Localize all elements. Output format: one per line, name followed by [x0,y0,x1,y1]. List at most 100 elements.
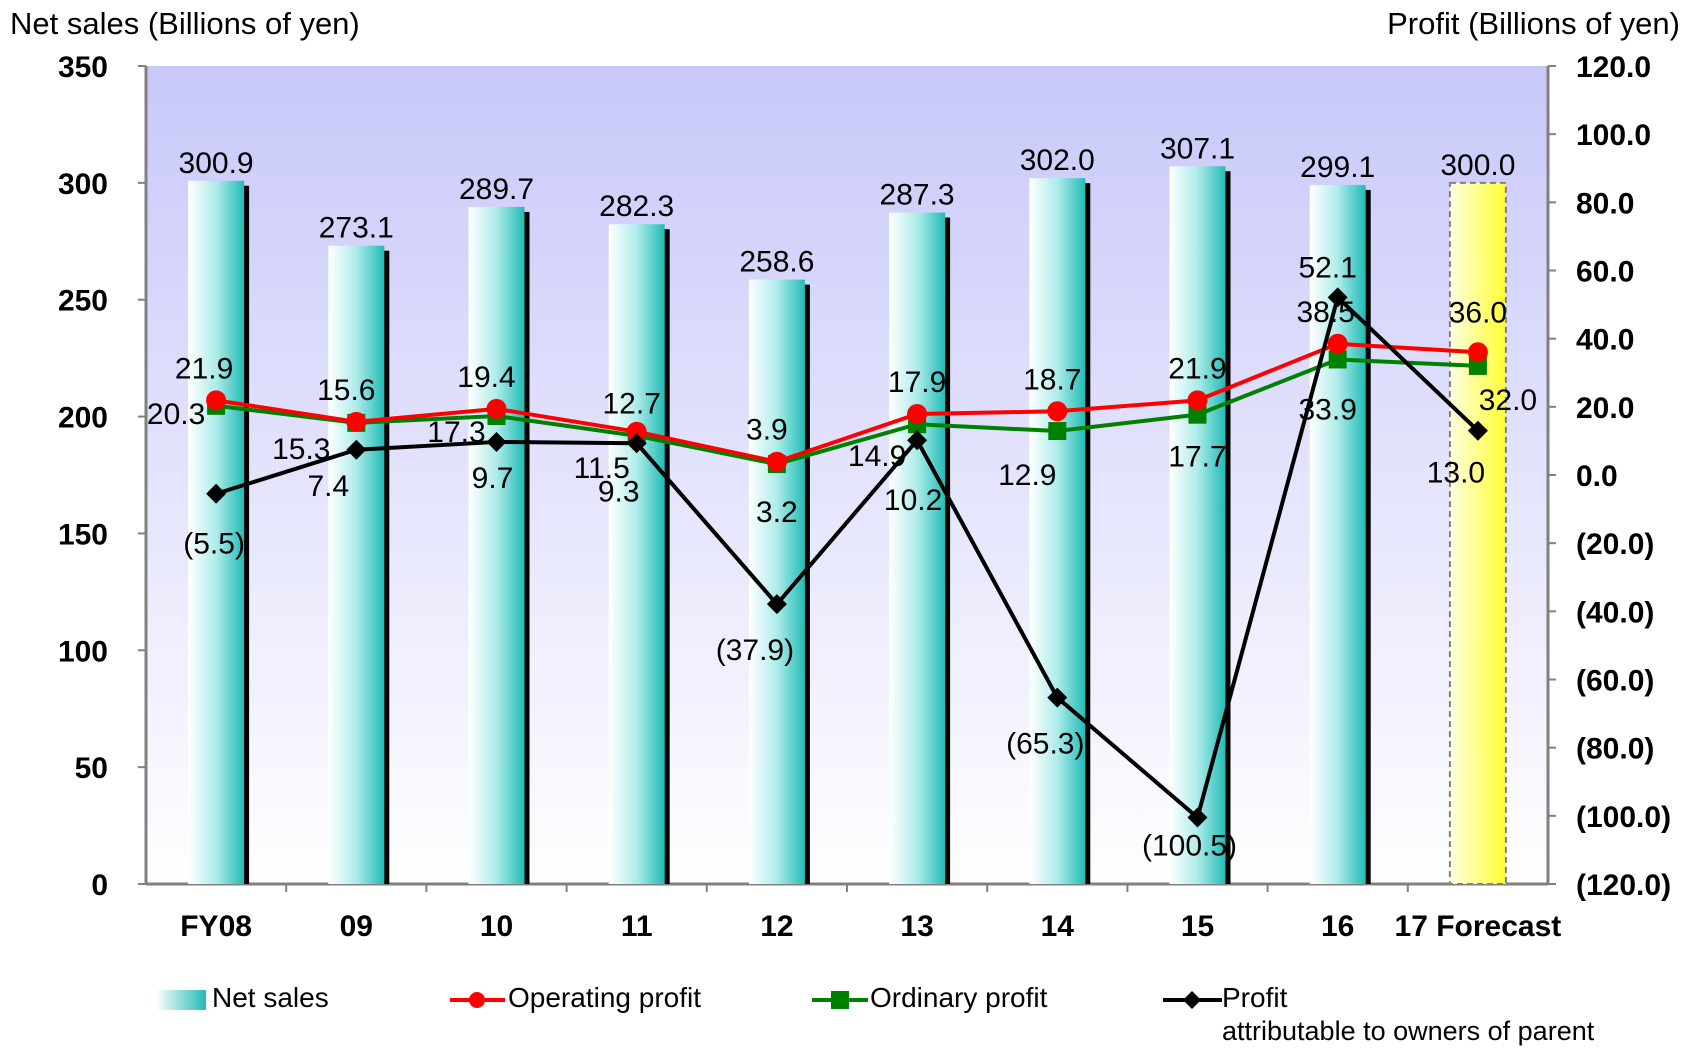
profit-attributable-marker [1187,807,1208,828]
ordinary-profit-label: 32.0 [1479,384,1537,417]
right-tick-label: 100.0 [1576,119,1651,152]
profit-attributable-label: (5.5) [183,528,245,561]
bar-forecast [1448,181,1507,886]
operating-profit-label: 21.9 [1168,352,1226,385]
profit-attributable-label: 52.1 [1299,251,1357,284]
right-tick-label: (100.0) [1576,801,1671,834]
profit-attributable-label: (65.3) [1006,728,1084,761]
legend-label-ordinary-profit: Ordinary profit [870,982,1048,1013]
right-tick-label: 0.0 [1576,460,1618,493]
operating-profit-marker [346,411,367,432]
x-tick-label: 10 [480,910,513,943]
ordinary-profit-label: 11.5 [574,452,630,485]
right-tick-label: 40.0 [1576,324,1634,357]
profit-attributable-marker [346,439,367,460]
operating-profit-marker [1467,342,1488,363]
bar-value-label: 307.1 [1160,132,1235,165]
x-tick-label: 15 [1181,910,1214,943]
left-tick-label: 100 [58,635,108,668]
x-tick-label: 16 [1321,910,1354,943]
right-tick-label: (20.0) [1576,528,1654,561]
operating-profit-marker [486,398,507,419]
right-tick-label: (80.0) [1576,733,1654,766]
operating-profit-marker [1187,390,1208,411]
right-tick-label: 80.0 [1576,187,1634,220]
x-tick-label: 17 Forecast [1395,910,1562,943]
profit-attributable-label: 9.7 [472,462,514,495]
ordinary-profit-label: 20.3 [147,398,205,431]
profit-attributable-label: 7.4 [307,470,349,503]
bar-value-label: 282.3 [599,190,674,223]
x-tick-label: 09 [340,910,373,943]
operating-profit-label: 12.7 [603,388,661,421]
legend-label-profit-line1: Profit [1222,982,1288,1013]
x-tick-label: 11 [621,910,653,943]
ordinary-profit-label: 15.3 [272,433,330,466]
profit-attributable-label: 10.2 [884,484,942,517]
right-tick-label: (120.0) [1576,869,1671,902]
ordinary-profit-label: 17.3 [427,416,485,449]
operating-profit-label: 21.9 [175,352,233,385]
x-tick-label: 14 [1041,910,1075,943]
left-tick-label: 150 [58,518,108,551]
profit-attributable-line [215,293,1480,822]
operating-profit-label: 19.4 [457,361,515,394]
bar [608,224,665,884]
left-tick-label: 0 [91,869,108,902]
profit-attributable-marker [766,594,787,615]
legend-swatch-operating-profit [450,992,505,1008]
profit-attributable-label: (100.5) [1142,830,1237,863]
ordinary-profit-marker [1188,405,1207,424]
x-tick-label: FY08 [180,910,252,943]
bar [1169,166,1226,884]
right-axis-title: Profit (Billions of yen) [1387,6,1680,41]
x-tick-label: 13 [900,910,933,943]
left-tick-label: 200 [58,402,108,435]
operating-profit-label: 36.0 [1449,296,1507,329]
profit-attributable-marker [206,483,227,504]
operating-profit-label: 3.9 [746,414,788,447]
bar-value-label: 287.3 [880,179,955,212]
operating-profit-label: 18.7 [1023,363,1081,396]
profit-attributable-marker [1327,287,1348,308]
bar-value-label: 289.7 [459,173,534,206]
operating-profit-marker [766,451,787,472]
right-tick-label: 120.0 [1576,51,1651,84]
profit-attributable-marker [1467,420,1488,441]
left-tick-label: 350 [58,51,108,84]
left-axis-title: Net sales (Billions of yen) [10,6,360,41]
bar [188,180,245,884]
bar-value-label: 273.1 [319,212,394,245]
profit-attributable-marker [1047,687,1068,708]
legend-label-profit-line2: attributable to owners of parent [1222,1016,1595,1046]
bar [468,206,525,885]
ordinary-profit-line [215,357,1478,467]
right-tick-label: 60.0 [1576,256,1634,289]
ordinary-profit-label: 17.7 [1168,441,1226,474]
operating-profit-label: 15.6 [317,374,375,407]
bar [328,245,385,884]
legend-swatch-net-sales [156,990,206,1010]
operating-profit-marker [907,403,928,424]
bar [889,212,946,884]
profit-attributable-label: 13.0 [1427,457,1485,490]
legend [156,990,1222,1010]
legend-label-net-sales: Net sales [212,982,329,1013]
profit-attributable-label: 9.3 [598,475,640,508]
left-tick-label: 50 [75,752,108,785]
legend-swatch-ordinary-profit [812,991,868,1009]
right-tick-label: 20.0 [1576,392,1634,425]
legend-label-operating-profit: Operating profit [508,982,701,1013]
ordinary-profit-label: 33.9 [1299,393,1357,426]
left-tick-label: 300 [58,168,108,201]
ordinary-profit-marker [1468,356,1487,375]
ordinary-profit-marker [1328,350,1347,369]
x-tick-label: 12 [760,910,793,943]
operating-profit-label: 17.9 [888,366,946,399]
operating-profit-marker [626,421,647,442]
profit-attributable-marker [907,430,928,451]
profit-attributable-label: (37.9) [716,634,794,667]
profit-attributable-marker [486,431,507,452]
